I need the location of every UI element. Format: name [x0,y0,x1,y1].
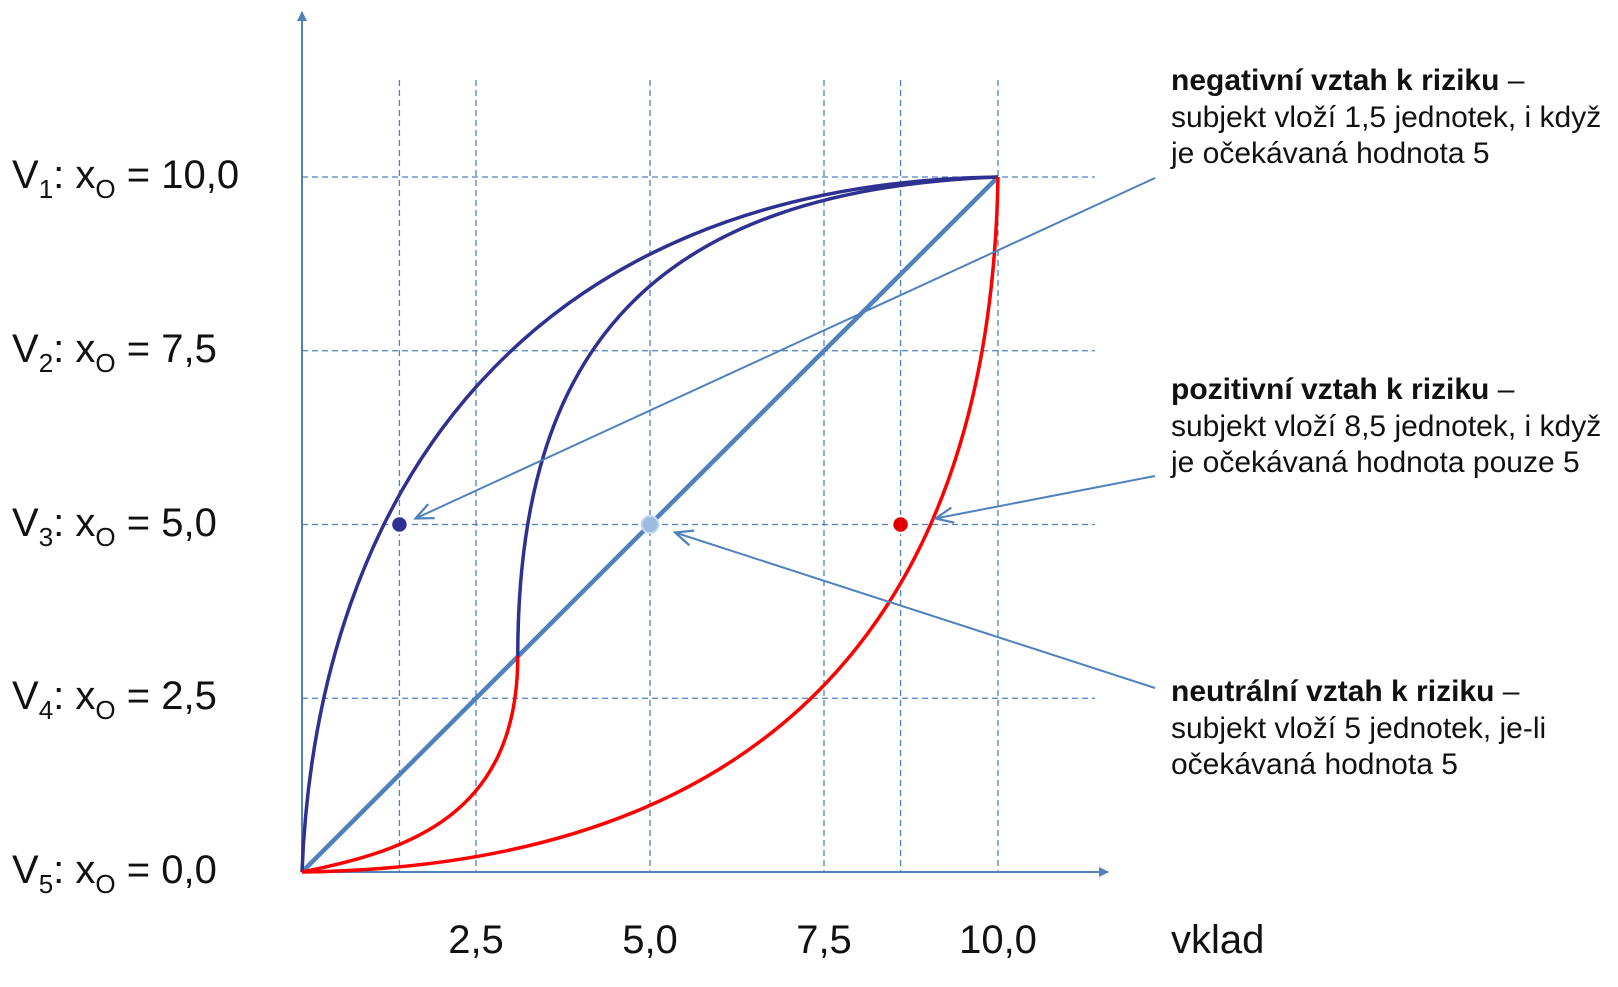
x-tick-label: 7,5 [796,918,852,962]
annotation-positive-bold: pozitivní vztah k riziku [1171,373,1490,406]
y-tick-label: V2: xO = 7,5 [12,326,217,378]
x-axis-name: vklad [1171,918,1265,962]
annotation-neutral-text: – subjekt vloží 5 jednotek, je-li očekáv… [1171,675,1547,782]
negative-point [389,514,410,535]
negative-arrow [415,177,1156,519]
x-tick-label: 10,0 [959,918,1037,962]
y-tick-label: V5: xO = 0,0 [12,848,217,899]
x-tick-label: 2,5 [448,918,504,962]
annotation-neutral-bold: neutrální vztah k riziku [1171,675,1495,708]
annotation-neutral: neutrální vztah k riziku – subjekt vloží… [1171,674,1611,784]
risk-averse-inner-curve [516,175,999,657]
annotation-positive: pozitivní vztah k riziku – subjekt vloží… [1171,372,1611,482]
points [389,514,911,535]
x-tick-label: 5,0 [622,918,678,962]
risk-averse-outer-curve [300,175,999,873]
neutral-point [640,515,660,534]
neutral-arrow [675,533,1156,689]
positive-point [890,514,911,535]
risk-seeking-inner-curve [301,656,520,874]
y-tick-label: V1: xO = 10,0 [12,153,240,204]
annotation-arrows [415,177,1156,689]
annotation-negative-bold: negativní vztah k riziku [1171,64,1500,97]
annotation-positive-text: – subjekt vloží 8,5 jednotek, i když je … [1171,373,1602,480]
y-tick-label: V3: xO = 5,0 [12,500,217,552]
axes [297,11,1109,877]
annotation-negative-text: – subjekt vloží 1,5 jednotek, i když je … [1171,64,1602,171]
risk-seeking-outer-curve [301,176,1000,874]
annotation-negative: negativní vztah k riziku – subjekt vloží… [1171,63,1611,173]
y-tick-label: V4: xO = 2,5 [12,674,217,726]
positive-arrow [936,475,1156,519]
